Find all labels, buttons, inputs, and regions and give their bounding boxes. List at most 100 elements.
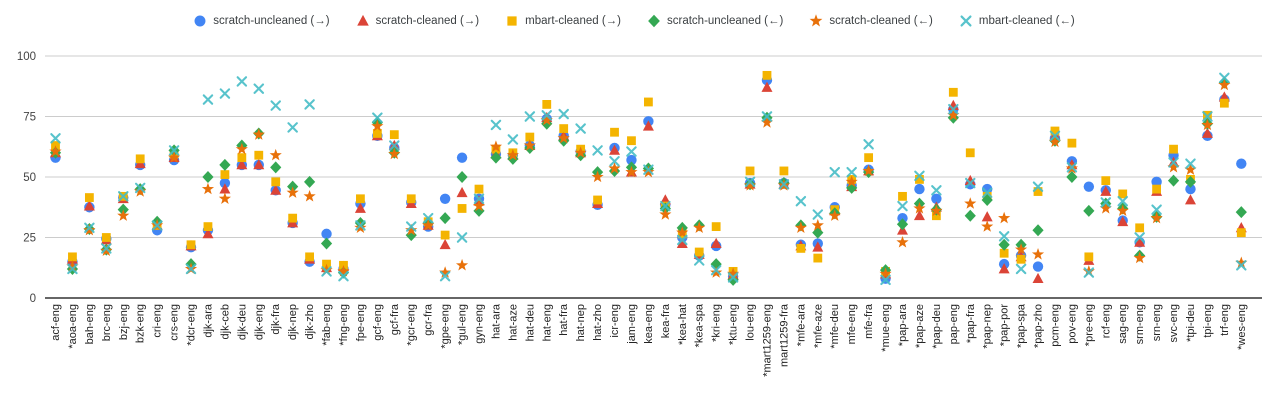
- x-axis-category-label: djk-deu: [236, 304, 248, 340]
- x-axis-category-label: hat-aze: [507, 304, 519, 341]
- data-point-star: [167, 151, 181, 163]
- data-point-x: [558, 108, 569, 120]
- data-point-x: [321, 266, 332, 277]
- data-point-circle: [914, 183, 925, 195]
- data-point-triangle: [1184, 194, 1196, 205]
- x-axis-category-label: *pap-por: [999, 304, 1011, 347]
- data-point-triangle: [83, 200, 95, 211]
- data-point-x: [253, 83, 265, 94]
- x-axis-category-label: *pap-aze: [914, 304, 926, 348]
- data-point-star: [913, 202, 926, 214]
- x-axis-category-label: *kri-eng: [711, 304, 723, 342]
- data-point-square: [305, 252, 314, 262]
- chart-legend: scratch-uncleaned (→) scratch-cleaned (→)…: [0, 10, 1268, 32]
- data-point-square: [1016, 254, 1026, 264]
- data-point-x: [846, 166, 857, 178]
- y-axis-tick-label: 25: [23, 233, 36, 245]
- data-point-circle: [982, 183, 993, 195]
- x-axis-category-label: *kea-hat: [677, 304, 689, 345]
- data-point-x: [439, 270, 451, 282]
- data-point-square: [593, 195, 602, 205]
- data-point-square: [356, 194, 365, 204]
- data-point-square: [779, 166, 789, 176]
- data-point-square: [474, 184, 484, 194]
- data-point-star: [1082, 264, 1095, 277]
- data-point-star: [252, 128, 265, 140]
- data-point-circle: [321, 228, 332, 240]
- data-point-star: [405, 223, 418, 236]
- data-point-star: [1133, 251, 1146, 264]
- data-point-square: [694, 247, 704, 257]
- legend-label: scratch-cleaned (←): [829, 15, 933, 27]
- data-point-square: [796, 243, 806, 253]
- data-point-triangle: [1032, 272, 1044, 284]
- data-point-x: [1032, 181, 1044, 192]
- data-point-diamond: [304, 175, 316, 188]
- data-point-star: [455, 258, 469, 271]
- series-star: [49, 78, 1248, 279]
- data-point-square: [627, 136, 636, 146]
- data-point-x: [101, 243, 112, 254]
- data-point-square: [507, 16, 517, 26]
- data-point-x: [405, 221, 417, 232]
- x-axis-category-label: sag-eng: [1117, 304, 1129, 344]
- x-axis-category-label: bzk-eng: [135, 304, 147, 343]
- legend-item: mbart-cleaned (→): [505, 14, 621, 28]
- x-axis-category-label: *gul-eng: [457, 304, 469, 345]
- x-axis-category-label: *ktu-eng: [728, 304, 740, 345]
- data-point-star: [83, 223, 96, 236]
- x-axis-category-label: mfe-fra: [863, 303, 875, 339]
- data-point-star: [286, 186, 299, 198]
- legend-item: scratch-cleaned (→): [356, 14, 479, 28]
- data-point-square: [1169, 144, 1178, 154]
- diamond-legend-icon: [648, 14, 660, 28]
- data-point-x: [118, 191, 129, 202]
- data-point-x: [84, 222, 95, 234]
- data-point-square: [1050, 126, 1060, 136]
- y-axis-tick-label: 0: [30, 293, 36, 305]
- x-axis-category-label: hat-eng: [541, 304, 553, 341]
- data-point-star: [1014, 243, 1028, 255]
- data-point-triangle: [761, 81, 773, 92]
- data-point-star: [439, 266, 452, 278]
- data-point-circle: [1185, 183, 1196, 195]
- x-axis-category-label: *pap-nep: [982, 304, 994, 349]
- data-point-x: [507, 134, 519, 145]
- data-point-diamond: [320, 237, 333, 250]
- data-point-star: [354, 221, 367, 233]
- data-point-square: [898, 191, 907, 201]
- data-point-triangle: [1100, 185, 1112, 196]
- series-x: [50, 72, 1247, 286]
- data-point-diamond: [1032, 224, 1044, 237]
- data-point-diamond: [490, 151, 502, 164]
- x-axis-category-label: *fng-eng: [338, 304, 350, 346]
- x-axis-category-label: svc-eng: [1168, 304, 1180, 343]
- data-point-star: [809, 14, 823, 27]
- data-point-x: [67, 263, 78, 275]
- data-point-square: [457, 204, 467, 213]
- data-point-x: [1066, 162, 1078, 173]
- data-point-square: [864, 153, 874, 163]
- data-point-square: [1236, 228, 1246, 238]
- x-axis-category-label: gcf-fra: [389, 303, 401, 335]
- data-point-x: [1049, 130, 1061, 142]
- data-point-square: [1067, 138, 1077, 148]
- data-point-star: [66, 260, 79, 272]
- data-point-star: [862, 164, 875, 177]
- data-point-circle: [1236, 158, 1247, 169]
- data-point-star: [320, 263, 333, 276]
- data-point-circle: [897, 212, 908, 224]
- x-axis-category-label: djk-ara: [202, 303, 214, 338]
- data-point-diamond: [219, 158, 231, 171]
- data-point-square: [711, 222, 721, 232]
- data-point-star: [303, 189, 316, 202]
- data-point-diamond: [507, 152, 519, 165]
- data-point-diamond: [1167, 174, 1180, 187]
- data-point-x: [1015, 263, 1027, 275]
- y-axis-tick-label: 75: [23, 112, 36, 124]
- data-point-diamond: [202, 171, 214, 183]
- x-axis-category-label: *pap-zho: [1033, 304, 1045, 348]
- data-point-square: [931, 211, 941, 221]
- data-point-square: [525, 132, 535, 142]
- data-point-triangle: [812, 241, 824, 252]
